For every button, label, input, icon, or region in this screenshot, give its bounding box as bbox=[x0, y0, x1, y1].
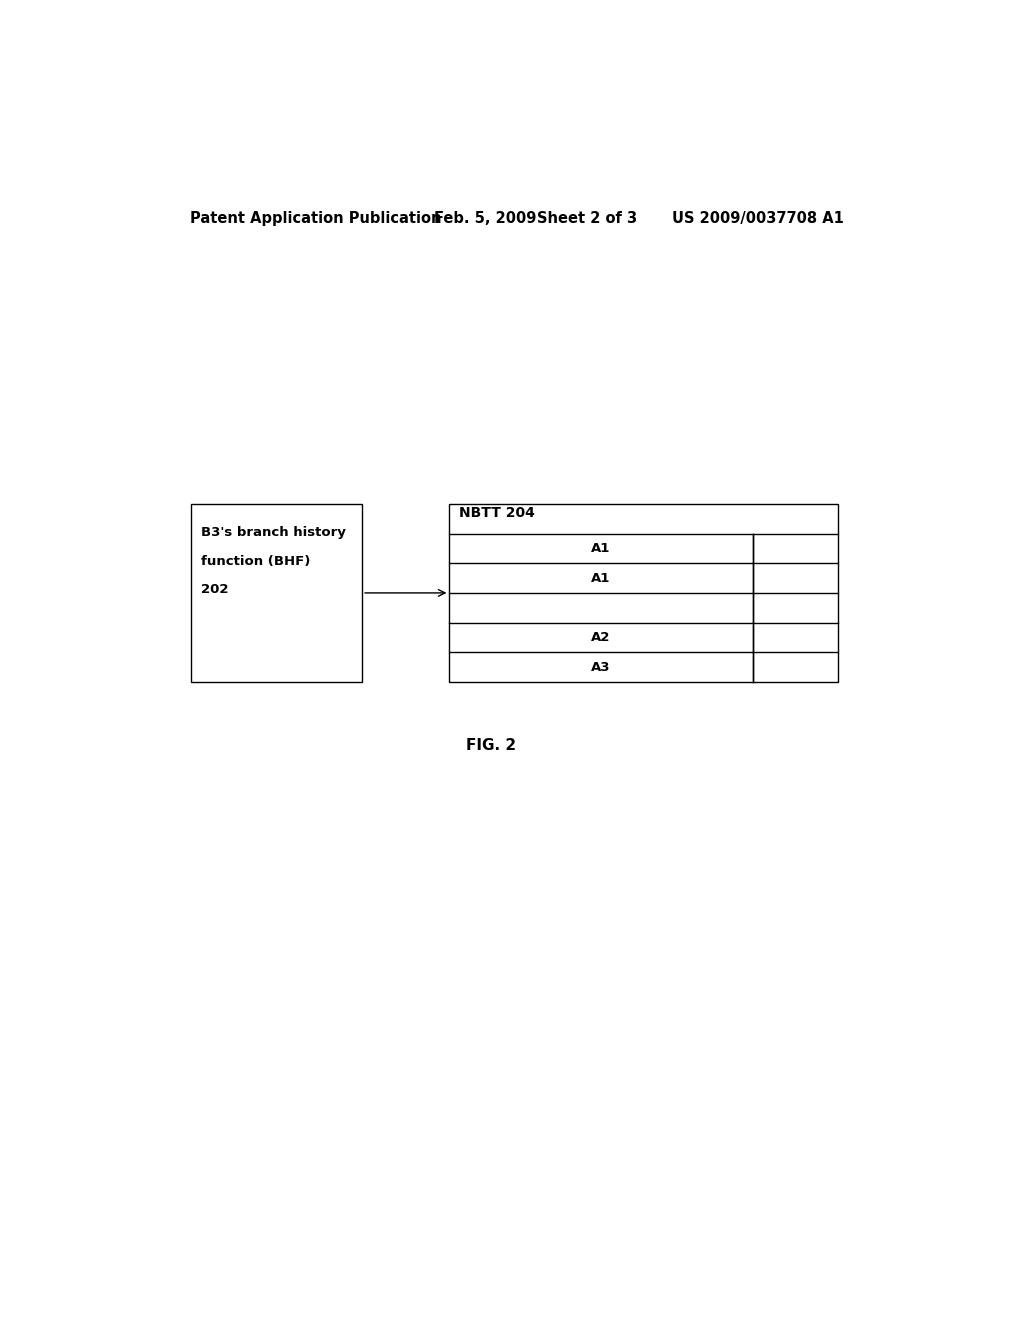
Text: Patent Application Publication: Patent Application Publication bbox=[189, 211, 441, 226]
Text: US 2009/0037708 A1: US 2009/0037708 A1 bbox=[672, 211, 844, 226]
Text: B3's branch history: B3's branch history bbox=[201, 527, 346, 540]
Text: FIG. 2: FIG. 2 bbox=[466, 738, 516, 752]
Bar bbox=[191, 504, 362, 682]
Text: A3: A3 bbox=[591, 660, 610, 673]
Text: 202: 202 bbox=[201, 583, 228, 597]
Bar bbox=[450, 504, 839, 682]
Text: A1: A1 bbox=[592, 572, 610, 585]
Text: Feb. 5, 2009: Feb. 5, 2009 bbox=[433, 211, 536, 226]
Text: A2: A2 bbox=[592, 631, 610, 644]
Text: function (BHF): function (BHF) bbox=[201, 554, 310, 568]
Text: A1: A1 bbox=[592, 543, 610, 554]
Text: NBTT 204: NBTT 204 bbox=[459, 506, 535, 520]
Text: Sheet 2 of 3: Sheet 2 of 3 bbox=[537, 211, 637, 226]
